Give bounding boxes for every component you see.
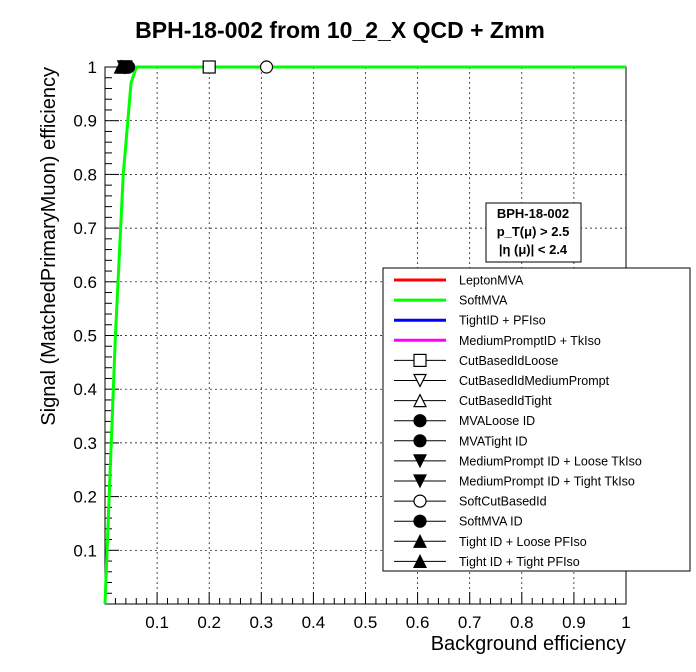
legend-marker [413,373,427,388]
legend-marker [413,474,427,489]
legend-entry: CutBasedIdLoose [459,354,558,368]
x-tick-label: 0.4 [302,613,326,632]
series-layer [103,59,626,605]
y-tick-label: 0.8 [73,165,97,184]
tick-layer: 0.1 0.2 0.3 0.4 0.5 0.6 0.7 0.8 0.9 1 0.1 0.2 0.3 0.4… [73,58,630,632]
x-tick-label: 0.3 [249,613,273,632]
legend-marker [413,414,427,428]
data-point [113,59,128,74]
y-tick-label: 0.2 [73,488,97,507]
y-tick-label: 0.7 [73,219,97,238]
info-box-frame [485,202,582,263]
x-tick-label: 0.5 [354,613,378,632]
legend-entry: SoftMVA ID [459,515,523,529]
legend-entry: MediumPrompt ID + Loose TkIso [459,454,642,468]
x-tick-label: 0.1 [145,613,169,632]
x-tick-label: 0.2 [197,613,221,632]
legend-frame [382,267,691,572]
legend-marker [413,533,427,548]
legend-marker [413,514,427,528]
y-tick-label: 0.1 [73,541,97,560]
legend-marker [413,434,427,448]
info-box-line3: |η (μ)| < 2.4 [499,242,568,257]
x-tick-label: 0.7 [458,613,482,632]
legend-entry: CutBasedIdMediumPrompt [459,374,610,388]
legend-marker [413,454,427,469]
grid-layer [105,67,626,604]
legend-marker [413,353,427,367]
legend-entry: MediumPrompt ID + Tight TkIso [459,475,635,489]
series-line [103,65,626,605]
y-tick-label: 1 [88,58,97,77]
legend-entry: MVALoose ID [459,414,535,428]
legend-marker [413,554,427,569]
y-tick-label: 0.4 [73,380,97,399]
x-tick-label: 1 [621,613,630,632]
legend-entry: TightID + PFIso [459,314,546,328]
y-tick-label: 0.6 [73,273,97,292]
y-tick-label: 0.3 [73,434,97,453]
legend-entry: MediumPromptID + TkIso [459,334,601,348]
x-tick-label: 0.8 [510,613,534,632]
data-point [202,60,216,74]
x-tick-label: 0.9 [562,613,586,632]
legend-marker [413,393,427,408]
info-box-line1: BPH-18-002 [497,206,569,221]
x-axis-title: Background efficiency [431,633,626,655]
legend-entry: Tight ID + Loose PFIso [459,535,587,549]
legend-marker [413,494,427,508]
legend-entry: SoftMVA [459,294,508,308]
data-point [259,60,274,74]
x-tick-label: 0.6 [406,613,430,632]
legend-entry: CutBasedIdTight [459,394,552,408]
y-axis-title: Signal (MatchedPrimaryMuon) efficiency [38,67,60,426]
legend-entry: Tight ID + Tight PFIso [459,555,580,569]
legend-entry: LeptonMVA [459,274,524,288]
chart-title: BPH-18-002 from 10_2_X QCD + Zmm [135,17,545,43]
legend-entry: MVATight ID [459,434,528,448]
y-tick-label: 0.5 [73,327,97,346]
legend-entry: SoftCutBasedId [459,495,547,509]
legend: LeptonMVA SoftMVA TightID + PFIso MediumPro… [382,267,691,572]
info-box: BPH-18-002 p_T(μ) > 2.5 |η (μ)| < 2.4 [485,202,582,263]
info-box-line2: p_T(μ) > 2.5 [497,224,570,239]
y-tick-label: 0.9 [73,112,97,131]
